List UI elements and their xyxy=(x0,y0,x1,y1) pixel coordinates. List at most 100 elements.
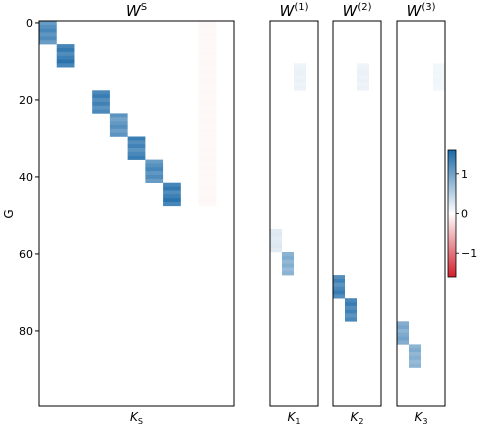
heatmap-cell xyxy=(409,348,421,353)
heatmap-cell xyxy=(198,24,217,29)
panel-xlabel: KS xyxy=(130,410,143,426)
heatmap-cell xyxy=(109,121,128,126)
heatmap-cell xyxy=(282,267,294,272)
heatmap-cell xyxy=(294,78,306,83)
heatmap-cell xyxy=(92,98,110,103)
heatmap-cell xyxy=(433,63,445,68)
heatmap-cell xyxy=(198,86,217,91)
heatmap-cell xyxy=(198,67,217,72)
heatmap-cell xyxy=(198,59,217,64)
heatmap-cell xyxy=(198,128,217,133)
panel-xlabel: K3 xyxy=(415,410,428,426)
heatmap-cell xyxy=(270,232,282,237)
heatmap-cell xyxy=(163,182,181,187)
heatmap-cell xyxy=(345,302,357,307)
heatmap-cell xyxy=(433,67,445,72)
heatmap-cell xyxy=(333,278,345,284)
heatmap-cell xyxy=(198,117,217,122)
heatmap-cell xyxy=(198,121,217,126)
heatmap-cell xyxy=(270,228,282,234)
heatmap-cell xyxy=(357,78,369,83)
colorbar-gradient xyxy=(447,149,457,278)
heatmap-cell xyxy=(198,32,217,37)
heatmap-cell xyxy=(39,36,57,41)
heatmap-cell xyxy=(345,313,357,318)
heatmap-cell xyxy=(198,140,217,145)
heatmap-cell xyxy=(92,105,110,110)
heatmap-cell xyxy=(198,101,217,106)
heatmap-cell xyxy=(198,71,217,76)
heatmap-cell xyxy=(198,144,217,149)
heatmap-cell xyxy=(433,71,445,76)
heatmap-cell xyxy=(92,101,110,106)
heatmap-cell xyxy=(270,240,282,245)
heatmap-cell xyxy=(145,175,164,180)
heatmap-cell xyxy=(145,159,164,164)
heatmap-cell xyxy=(109,128,128,133)
heatmap-cell xyxy=(397,336,409,341)
heatmap-cell xyxy=(163,186,181,191)
heatmap-cell xyxy=(282,263,294,268)
heatmap-cell xyxy=(109,132,128,137)
heatmap-cell xyxy=(39,28,57,33)
heatmap-cell xyxy=(198,74,217,80)
heatmap-cell xyxy=(345,298,357,303)
colorbar-tick-label: −1 xyxy=(461,247,477,260)
heatmap-cell xyxy=(109,124,128,130)
heatmap-cell xyxy=(198,190,217,195)
heatmap-cell xyxy=(270,248,282,253)
heatmap-cell xyxy=(92,90,110,95)
heatmap-cell xyxy=(409,359,421,364)
heatmap-cell xyxy=(198,63,217,68)
heatmap-cell xyxy=(397,329,409,334)
heatmap-cell xyxy=(333,294,345,299)
heatmap-cell xyxy=(198,109,217,114)
heatmap-cell xyxy=(357,71,369,76)
panel-0: WS KS xyxy=(38,2,235,426)
heatmap-cell xyxy=(198,40,217,45)
heatmap-cell xyxy=(294,74,306,80)
heatmap-cell xyxy=(145,178,164,183)
heatmap-cell xyxy=(282,252,294,257)
heatmap-cell xyxy=(357,67,369,72)
heatmap-cell xyxy=(39,21,57,26)
heatmap-cell xyxy=(357,86,369,91)
heatmap-cell xyxy=(433,82,445,87)
heatmap-cell xyxy=(198,159,217,164)
heatmap-cell xyxy=(56,51,75,56)
panel-1: W(1) K1 xyxy=(269,2,319,426)
heatmap-cell xyxy=(198,194,217,199)
heatmap-cell xyxy=(433,78,445,83)
heatmap-cell xyxy=(198,148,217,153)
heatmap-cell xyxy=(56,59,75,64)
heatmap-cell xyxy=(294,63,306,68)
heatmap-cell xyxy=(397,321,409,326)
heatmap-cell xyxy=(294,82,306,87)
heatmap-cell xyxy=(397,332,409,337)
y-tick-label: 40 xyxy=(19,171,33,184)
heatmap-cell xyxy=(333,286,345,291)
heatmap-cell xyxy=(198,78,217,83)
heatmap-cell xyxy=(433,74,445,80)
heatmap-cell xyxy=(270,244,282,249)
y-axis-label: G xyxy=(2,209,16,218)
panel-title: W(3) xyxy=(406,2,435,20)
panel-frame xyxy=(332,20,382,407)
heatmap-cell xyxy=(409,355,421,361)
heatmap-cell xyxy=(39,40,57,45)
heatmap-cell xyxy=(198,55,217,60)
heatmap-cell xyxy=(345,317,357,322)
heatmap-cell xyxy=(127,155,146,160)
heatmap-cell xyxy=(198,44,217,49)
panel-2: W(2) K2 xyxy=(332,2,382,426)
heatmap-cell xyxy=(198,175,217,180)
panel-title: W(2) xyxy=(342,2,371,20)
colorbar-tick-label: 0 xyxy=(461,208,468,221)
heatmap-cell xyxy=(198,136,217,141)
heatmap-cell xyxy=(127,144,146,149)
y-tick-label: 0 xyxy=(26,17,33,30)
panels-layer: WS KS W(1) K1 W(2) K2 W(3) K3 xyxy=(38,2,446,426)
heatmap-cell xyxy=(39,32,57,37)
heatmap-cell xyxy=(198,82,217,87)
